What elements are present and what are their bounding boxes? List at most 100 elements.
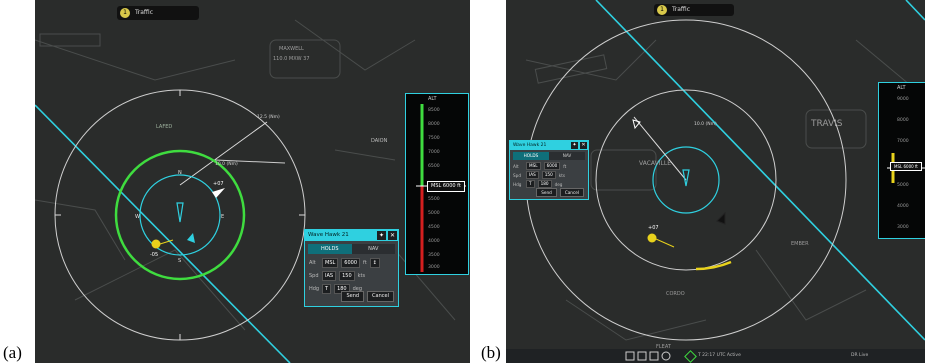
spd-input[interactable]: 150: [339, 270, 355, 281]
mode-text: DR Live: [851, 353, 869, 358]
hdg-ref-select[interactable]: T: [526, 180, 535, 188]
traffic-target-icon[interactable]: [647, 233, 657, 243]
close-icon[interactable]: ✕: [580, 142, 587, 149]
spd-row: Spd IAS 150 kts: [309, 270, 394, 281]
dialog-title-text: Wave Hawk 21: [513, 143, 547, 148]
alt-tick: 6500: [428, 164, 440, 169]
status-text: T 22:17 UTC Active: [698, 353, 741, 358]
ring-label-inner: 10.0 (Nm): [215, 161, 238, 167]
spd-label: Spd: [309, 272, 319, 279]
tab-nav[interactable]: NAV: [549, 152, 585, 160]
alt-tick: 3000: [897, 225, 909, 230]
alt-input[interactable]: 6000: [543, 162, 561, 170]
spd-ref-select[interactable]: IAS: [526, 171, 539, 179]
settings-icon[interactable]: [649, 351, 659, 361]
alt-tick: 5000: [897, 183, 909, 188]
dialog-buttons: Send Cancel: [341, 291, 394, 302]
moving-map-b[interactable]: +07 10.0 (Nm) VACAVILLE TRAVIS CORDO EMB…: [506, 0, 925, 363]
target-icon[interactable]: [661, 351, 671, 361]
tab-nav[interactable]: NAV: [351, 244, 395, 254]
range-ring-inner: [139, 174, 221, 256]
alert-ring: [114, 149, 246, 281]
spd-row: Spd IAS 150 kts: [513, 171, 585, 179]
alt-tick: 9000: [897, 97, 909, 102]
map-panel-a[interactable]: N E S W +07 -05 10.0 (Nm) 12.5 (Nm) DAIO…: [35, 0, 470, 363]
traffic-indicator[interactable]: 1 Traffic: [654, 4, 734, 16]
spd-unit: kts: [357, 272, 366, 279]
traffic-arrow-icon[interactable]: [212, 188, 225, 198]
alt-tick: 3500: [428, 253, 440, 258]
hdg-input[interactable]: 180: [537, 180, 552, 188]
range-ring-inner: [652, 146, 720, 214]
alt-ref-select[interactable]: MSL: [526, 162, 541, 170]
route-line-2: [905, 0, 925, 21]
cancel-button[interactable]: Cancel: [367, 291, 394, 302]
alt-label: Alt: [513, 163, 519, 169]
status-bar-b: T 22:17 UTC Active DR Live: [506, 349, 925, 363]
alt-tick: 8000: [897, 118, 909, 123]
altitude-readout-b[interactable]: MSL 6000 ft: [890, 162, 922, 171]
alt-row: Alt MSL 6000 ft ↕: [309, 257, 394, 268]
layers-icon[interactable]: [625, 351, 635, 361]
traffic-count: 1: [657, 5, 667, 15]
map-panel-b[interactable]: +07 10.0 (Nm) VACAVILLE TRAVIS CORDO EMB…: [506, 0, 925, 363]
pin-icon[interactable]: ✦: [571, 142, 578, 149]
traffic-target-icon[interactable]: [151, 239, 161, 249]
ring-label-outer: 12.5 (Nm): [257, 114, 280, 120]
waypoint-maxwell: MAXWELL: [279, 46, 304, 52]
close-icon[interactable]: ✕: [388, 231, 397, 240]
alt-unit: ft: [363, 259, 367, 266]
hdg-label: Hdg: [513, 181, 522, 187]
compass-s: S: [178, 258, 181, 264]
ownship-icon[interactable]: [682, 169, 690, 187]
alt-tick: 4500: [428, 225, 440, 230]
waypoint-lafed: LAFED: [156, 124, 172, 130]
send-button[interactable]: Send: [341, 291, 365, 302]
alt-stepper-icon[interactable]: ↕: [369, 257, 380, 268]
command-dialog-b: Wave Hawk 21 ✦ ✕ HOLDS NAV Alt MSL 6000 …: [509, 140, 589, 200]
spd-label: Spd: [513, 172, 521, 178]
alt-tick: 5000: [428, 211, 440, 216]
compass-n: N: [178, 170, 182, 176]
traffic-indicator[interactable]: 1 Traffic: [117, 6, 199, 20]
waypoint-travis: TRAVIS: [810, 119, 843, 129]
spd-ref-select[interactable]: IAS: [322, 270, 337, 281]
traffic-vector: [655, 238, 675, 248]
panel-label-b: (b): [481, 343, 501, 362]
panel-label-a: (a): [3, 343, 22, 362]
waypoint-arrow-icon: [716, 211, 726, 225]
alt-tape-header: ALT: [897, 85, 906, 91]
alt-tick: 7500: [428, 136, 440, 141]
alt-ref-select[interactable]: MSL: [322, 257, 339, 268]
alt-input[interactable]: 6000: [341, 257, 361, 268]
ownship-icon[interactable]: [176, 202, 184, 223]
navaid-label: 110.0 MXW 37: [273, 56, 310, 62]
ring-label-mid: 10.0 (Nm): [694, 121, 717, 127]
altitude-readout-a[interactable]: MSL 6000 ft: [427, 181, 465, 192]
alt-tick: 7000: [428, 150, 440, 155]
tab-holds[interactable]: HOLDS: [308, 244, 352, 254]
tab-holds[interactable]: HOLDS: [513, 152, 549, 160]
ownship-alt: +07: [213, 181, 224, 187]
cancel-button[interactable]: Cancel: [559, 188, 584, 197]
map-icon[interactable]: [637, 351, 647, 361]
traffic-alt: +07: [648, 225, 659, 231]
toolbar-icons: [625, 351, 671, 361]
command-dialog-a: Wave Hawk 21 ✦ ✕ HOLDS NAV Alt MSL 6000 …: [304, 229, 399, 307]
alt-tick: 4000: [428, 239, 440, 244]
spd-input[interactable]: 150: [541, 171, 556, 179]
hdg-ref-select[interactable]: T: [322, 283, 332, 294]
spd-unit: kts: [558, 172, 566, 178]
dialog-title: Wave Hawk 21 ✦ ✕: [510, 141, 588, 150]
alt-tape-header: ALT: [428, 96, 437, 102]
altitude-tape-b[interactable]: ALT 9000 8000 7000 5000 4000 3000: [878, 82, 925, 239]
send-button[interactable]: Send: [536, 188, 557, 197]
waypoint-ember: EMBER: [791, 241, 809, 247]
compass-w: W: [135, 214, 140, 220]
alt-row: Alt MSL 6000 ft: [513, 162, 585, 170]
moving-map-a[interactable]: N E S W +07 -05 10.0 (Nm) 12.5 (Nm) DAIO…: [35, 0, 470, 363]
traffic-vector: [159, 239, 174, 245]
pin-icon[interactable]: ✦: [377, 231, 386, 240]
alt-tick: 8000: [428, 122, 440, 127]
dialog-buttons: Send Cancel: [536, 188, 584, 197]
